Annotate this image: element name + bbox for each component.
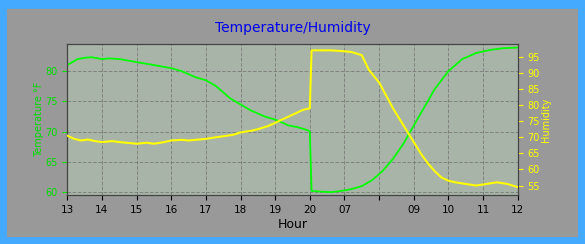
Y-axis label: Temperature °F: Temperature °F (34, 82, 44, 157)
Y-axis label: Humidity: Humidity (541, 97, 551, 142)
Text: Temperature/Humidity: Temperature/Humidity (215, 21, 370, 35)
X-axis label: Hour: Hour (277, 218, 308, 231)
